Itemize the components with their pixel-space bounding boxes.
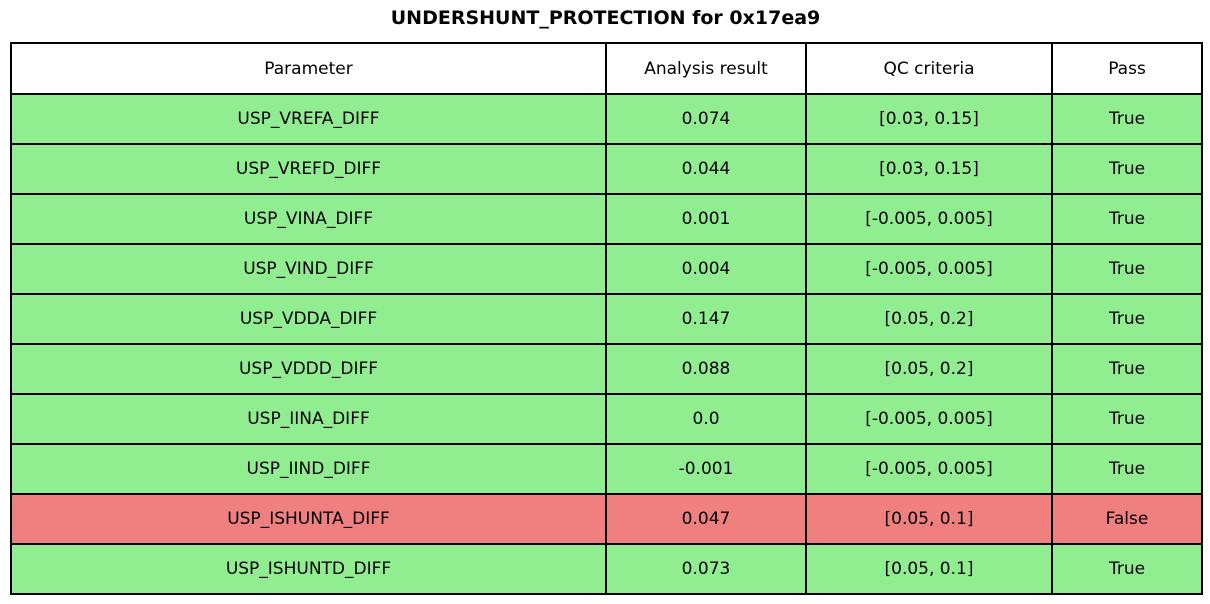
pass-cell: True [1051,193,1203,245]
analysis-result-cell: 0.001 [605,193,807,245]
column-header-qc-criteria: QC criteria [805,42,1053,95]
analysis-result-cell: -0.001 [605,443,807,495]
column-header-analysis-result: Analysis result [605,42,807,95]
analysis-result-cell: 0.074 [605,93,807,145]
parameter-cell: USP_VDDA_DIFF [10,293,607,345]
qc-criteria-cell: [-0.005, 0.005] [805,193,1053,245]
parameter-cell: USP_VINA_DIFF [10,193,607,245]
qc-criteria-cell: [0.03, 0.15] [805,143,1053,195]
analysis-result-cell: 0.0 [605,393,807,445]
table-row: USP_VINA_DIFF 0.001 [-0.005, 0.005] True [10,193,1203,245]
qc-criteria-cell: [-0.005, 0.005] [805,243,1053,295]
qc-criteria-cell: [-0.005, 0.005] [805,443,1053,495]
parameter-cell: USP_VIND_DIFF [10,243,607,295]
analysis-result-cell: 0.147 [605,293,807,345]
qc-criteria-cell: [-0.005, 0.005] [805,393,1053,445]
qc-criteria-cell: [0.05, 0.1] [805,493,1053,545]
qc-criteria-cell: [0.03, 0.15] [805,93,1053,145]
header-row: Parameter Analysis result QC criteria Pa… [10,42,1203,95]
pass-cell: False [1051,493,1203,545]
analysis-result-cell: 0.047 [605,493,807,545]
analysis-result-cell: 0.088 [605,343,807,395]
analysis-result-cell: 0.073 [605,543,807,595]
parameter-cell: USP_VDDD_DIFF [10,343,607,395]
parameter-cell: USP_IINA_DIFF [10,393,607,445]
pass-cell: True [1051,93,1203,145]
pass-cell: True [1051,243,1203,295]
qc-criteria-cell: [0.05, 0.2] [805,293,1053,345]
parameter-cell: USP_ISHUNTA_DIFF [10,493,607,545]
table-row: USP_VDDD_DIFF 0.088 [0.05, 0.2] True [10,343,1203,395]
table-row: USP_VREFD_DIFF 0.044 [0.03, 0.15] True [10,143,1203,195]
qc-criteria-cell: [0.05, 0.1] [805,543,1053,595]
page-title: UNDERSHUNT_PROTECTION for 0x17ea9 [390,7,821,29]
pass-cell: True [1051,393,1203,445]
qc-results-table: Parameter Analysis result QC criteria Pa… [10,42,1203,595]
parameter-cell: USP_VREFD_DIFF [10,143,607,195]
pass-cell: True [1051,443,1203,495]
table-row: USP_ISHUNTD_DIFF 0.073 [0.05, 0.1] True [10,543,1203,595]
column-header-pass: Pass [1051,42,1203,95]
table-row: USP_VIND_DIFF 0.004 [-0.005, 0.005] True [10,243,1203,295]
table-row: USP_VDDA_DIFF 0.147 [0.05, 0.2] True [10,293,1203,345]
pass-cell: True [1051,343,1203,395]
analysis-result-cell: 0.044 [605,143,807,195]
table-row: USP_IINA_DIFF 0.0 [-0.005, 0.005] True [10,393,1203,445]
parameter-cell: USP_IIND_DIFF [10,443,607,495]
table-row: USP_ISHUNTA_DIFF 0.047 [0.05, 0.1] False [10,493,1203,545]
column-header-parameter: Parameter [10,42,607,95]
qc-criteria-cell: [0.05, 0.2] [805,343,1053,395]
pass-cell: True [1051,293,1203,345]
pass-cell: True [1051,543,1203,595]
pass-cell: True [1051,143,1203,195]
parameter-cell: USP_ISHUNTD_DIFF [10,543,607,595]
parameter-cell: USP_VREFA_DIFF [10,93,607,145]
table-row: USP_IIND_DIFF -0.001 [-0.005, 0.005] Tru… [10,443,1203,495]
analysis-result-cell: 0.004 [605,243,807,295]
table-row: USP_VREFA_DIFF 0.074 [0.03, 0.15] True [10,93,1203,145]
